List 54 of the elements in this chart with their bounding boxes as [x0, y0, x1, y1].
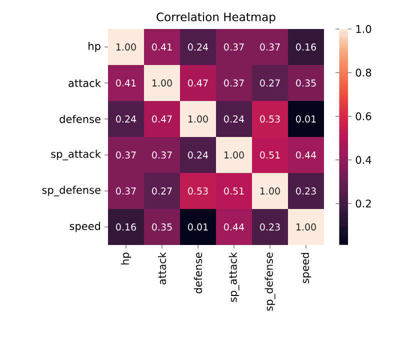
data-label: 0.16: [116, 223, 136, 231]
y-tick-label: speed: [70, 222, 100, 232]
data-label: 0.23: [260, 223, 280, 231]
x-tick-label: attack: [158, 252, 166, 284]
color-bar-label: 0.2: [356, 200, 371, 208]
data-label: 0.53: [260, 115, 280, 123]
color-bar-label: 0.6: [356, 112, 372, 120]
data-label: 0.27: [152, 187, 172, 195]
data-label: 0.24: [224, 115, 244, 123]
data-label: 1.00: [260, 187, 280, 195]
color-bar-label: 1.0: [356, 25, 372, 33]
data-label: 0.37: [260, 43, 280, 51]
data-label: 0.24: [188, 43, 208, 51]
x-tick-label: sp_attack: [228, 252, 240, 302]
x-tick-label: sp_defense: [264, 252, 276, 311]
data-label: 0.41: [116, 79, 136, 87]
data-label: 0.51: [224, 187, 244, 195]
data-label: 1.00: [224, 151, 244, 159]
data-label: 0.47: [188, 79, 208, 87]
data-label: 1.00: [296, 223, 316, 231]
data-label: 0.37: [116, 187, 136, 195]
data-label: 1.00: [116, 43, 136, 51]
x-tick-label: hp: [120, 252, 132, 264]
y-tick-label: defense: [60, 114, 100, 124]
data-label: 0.37: [116, 151, 136, 159]
data-label: 0.23: [296, 187, 316, 195]
data-label: 0.01: [188, 223, 208, 231]
y-tick-label: hp: [88, 42, 100, 52]
data-label: 0.01: [296, 115, 316, 123]
x-tick-label: speed: [300, 252, 312, 284]
y-tick-label: sp_attack: [51, 150, 101, 160]
data-label: 0.37: [224, 79, 244, 87]
data-label: 0.44: [224, 223, 244, 231]
data-label: 0.53: [188, 187, 208, 195]
data-label: 0.44: [296, 151, 316, 159]
chart-title: Correlation Heatmap: [156, 12, 276, 24]
data-label: 0.24: [188, 151, 208, 159]
data-label: 0.51: [260, 151, 280, 159]
data-label: 0.41: [152, 43, 172, 51]
data-label: 1.00: [152, 79, 172, 87]
data-label: 0.37: [224, 43, 244, 51]
y-tick-label: sp_defense: [42, 186, 100, 196]
data-label: 0.37: [152, 151, 172, 159]
data-label: 0.16: [296, 43, 316, 51]
data-label: 0.35: [152, 223, 172, 231]
data-label: 1.00: [188, 115, 208, 123]
data-label: 0.27: [260, 79, 280, 87]
data-label: 0.24: [116, 115, 136, 123]
data-label: 0.35: [296, 79, 316, 87]
y-tick-label: attack: [68, 78, 101, 88]
color-bar-label: 0.8: [356, 68, 372, 77]
color-bar-label: 0.4: [356, 156, 372, 164]
x-tick-label: defense: [194, 252, 202, 294]
data-label: 0.47: [152, 115, 172, 123]
